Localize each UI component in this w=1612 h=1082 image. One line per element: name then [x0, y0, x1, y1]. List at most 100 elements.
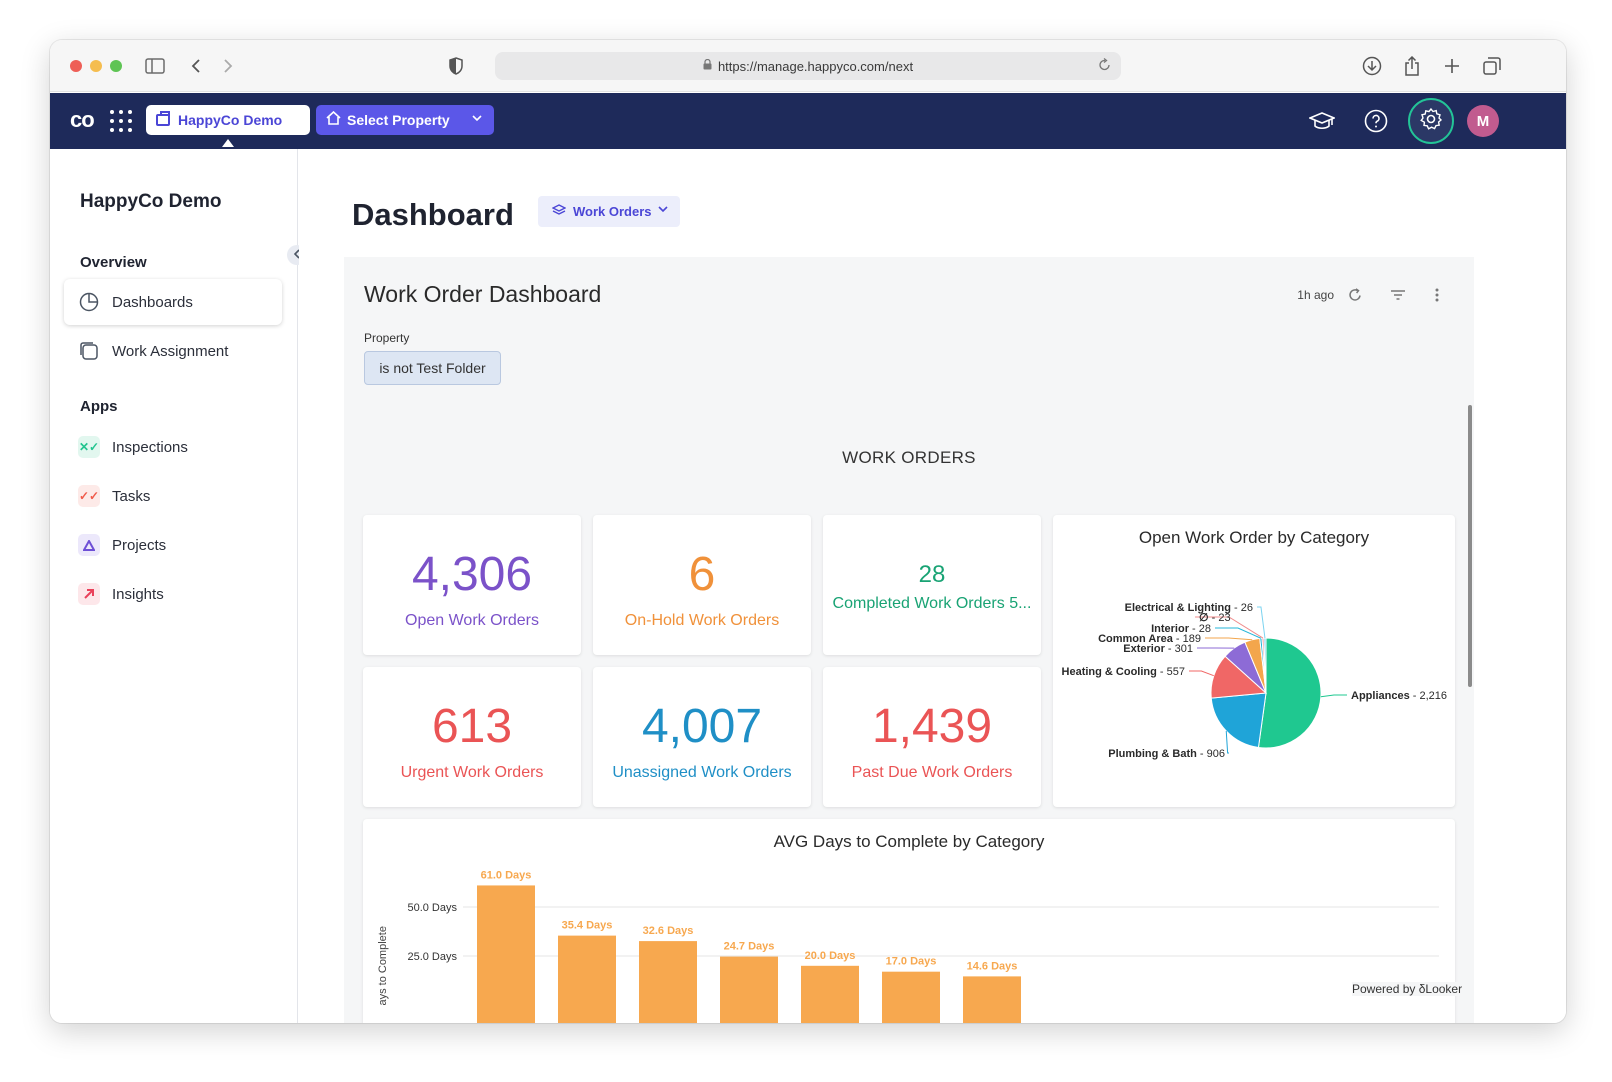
looker-brand: Looker	[1425, 982, 1463, 996]
address-bar[interactable]: https://manage.happyco.com/next	[495, 52, 1121, 80]
bar	[720, 956, 778, 1023]
bar	[477, 885, 535, 1023]
reload-icon[interactable]	[1099, 57, 1111, 74]
dashboard-title: Work Order Dashboard	[364, 281, 602, 307]
chevron-down-icon	[658, 204, 668, 216]
sidebar-item-label: Insights	[112, 585, 164, 603]
happyco-logo[interactable]: co	[70, 107, 95, 132]
pie-leader-line	[1257, 606, 1266, 639]
sidebar-item-tasks[interactable]: ✓✓ Tasks	[64, 473, 282, 519]
kpi-value: 1,439	[871, 700, 993, 753]
kpi-tile-past-due[interactable]: 1,439 Past Due Work Orders	[823, 667, 1041, 807]
org-switcher-button[interactable]: HappyCo Demo	[146, 105, 310, 135]
tab-overview-icon[interactable]	[1480, 54, 1504, 78]
kpi-label: On-Hold Work Orders	[624, 612, 780, 629]
scrollbar[interactable]	[1468, 405, 1472, 687]
sidebar-org-name: HappyCo Demo	[80, 191, 222, 212]
last-updated: 1h ago	[1297, 288, 1334, 302]
bar-chart-tile[interactable]: AVG Days to Complete by Category ays to …	[363, 819, 1455, 1023]
home-icon	[326, 110, 341, 129]
kpi-value: 4,306	[411, 548, 533, 601]
sidebar-item-insights[interactable]: Insights	[64, 571, 282, 617]
sidebar-item-label: Inspections	[112, 438, 188, 456]
pie-slice-label: Appliances - 2,216	[1351, 690, 1447, 702]
bar	[882, 971, 940, 1023]
select-property-label: Select Property	[347, 112, 450, 128]
sidebar-item-label: Tasks	[112, 487, 151, 505]
powered-by-text: Powered by	[1352, 982, 1416, 996]
dashboard-type-label: Work Orders	[573, 204, 652, 219]
y-axis-label: ays to Complete	[377, 926, 389, 1005]
filter-icon[interactable]	[1388, 285, 1408, 305]
browser-window: https://manage.happyco.com/next co Happy…	[50, 40, 1566, 1023]
kpi-tile-on-hold[interactable]: 6 On-Hold Work Orders	[593, 515, 811, 655]
property-filter-button[interactable]: is not Test Folder	[364, 351, 501, 385]
kpi-label: Open Work Orders	[405, 612, 539, 629]
share-icon[interactable]	[1400, 54, 1424, 78]
pie-chart-tile[interactable]: Open Work Order by Category Appliances -…	[1053, 515, 1455, 807]
kpi-value: 4,007	[641, 700, 763, 753]
pie-leader-line	[1320, 694, 1347, 698]
sidebar-item-label: Projects	[112, 536, 167, 554]
pie-leader-line	[1225, 730, 1229, 754]
y-tick-label: 50.0 Days	[407, 902, 457, 914]
insights-icon	[78, 583, 100, 605]
sidebar-item-dashboards[interactable]: Dashboards	[64, 279, 282, 325]
sidebar: HappyCo Demo Overview Dashboards Work As…	[50, 149, 298, 1023]
dashboard-type-dropdown[interactable]: Work Orders	[538, 196, 680, 227]
sidebar-item-inspections[interactable]: ✕✓ Inspections	[64, 424, 282, 470]
forward-icon[interactable]	[216, 54, 240, 78]
kpi-label: Unassigned Work Orders	[612, 764, 792, 781]
projects-icon	[78, 534, 100, 556]
bar	[639, 941, 697, 1023]
sidebar-section-overview: Overview	[80, 254, 147, 271]
kpi-label: Completed Work Orders 5...	[832, 595, 1032, 612]
kpi-tile-unassigned[interactable]: 4,007 Unassigned Work Orders	[593, 667, 811, 807]
kpi-tile-urgent[interactable]: 613 Urgent Work Orders	[363, 667, 581, 807]
avatar[interactable]: M	[1467, 105, 1499, 137]
pie-slice-label: Exterior - 301	[1123, 643, 1193, 655]
graduation-cap-icon[interactable]	[1307, 106, 1337, 136]
kpi-tile-completed[interactable]: 28 Completed Work Orders 5...	[823, 515, 1041, 655]
back-icon[interactable]	[184, 54, 208, 78]
app-launcher-icon[interactable]	[110, 110, 132, 132]
main-content: Dashboard Work Orders Work Order Dashboa…	[299, 149, 1566, 1023]
more-options-icon[interactable]	[1427, 285, 1447, 305]
pie-chart-icon	[78, 291, 100, 313]
sidebar-item-work-assignment[interactable]: Work Assignment	[64, 328, 282, 374]
select-property-button[interactable]: Select Property	[316, 105, 494, 135]
zoom-window-button[interactable]	[110, 60, 122, 72]
close-window-button[interactable]	[70, 60, 82, 72]
kpi-tile-open[interactable]: 4,306 Open Work Orders	[363, 515, 581, 655]
page-title: Dashboard	[352, 197, 514, 232]
downloads-icon[interactable]	[1360, 54, 1384, 78]
gear-icon	[1419, 107, 1443, 136]
settings-button[interactable]	[1408, 98, 1454, 144]
sidebar-item-projects[interactable]: Projects	[64, 522, 282, 568]
briefcase-icon	[156, 111, 170, 126]
kpi-value: 6	[688, 548, 716, 601]
inspections-icon: ✕✓	[78, 436, 100, 458]
pie-leader-line	[1189, 670, 1214, 677]
powered-by-footer: Powered by δLooker	[1352, 982, 1472, 996]
pie-slice	[1210, 692, 1267, 749]
chevron-left-icon	[293, 248, 301, 262]
pie-slice-label: ∅ - 23	[1199, 612, 1231, 624]
privacy-shield-icon[interactable]	[444, 54, 468, 78]
bar	[801, 965, 859, 1023]
kpi-label: Urgent Work Orders	[400, 764, 544, 781]
bar-value-label: 24.7 Days	[724, 941, 775, 953]
new-tab-icon[interactable]	[1440, 54, 1464, 78]
section-heading: WORK ORDERS	[842, 448, 976, 467]
sidebar-toggle-icon[interactable]	[143, 54, 167, 78]
bar-chart: ays to Complete 25.0 Days 50.0 Days 61.0 Da…	[377, 869, 1439, 1023]
minimize-window-button[interactable]	[90, 60, 102, 72]
pie-slice-label: Plumbing & Bath - 906	[1108, 748, 1225, 760]
help-icon[interactable]	[1361, 106, 1391, 136]
refresh-icon[interactable]	[1345, 285, 1365, 305]
pie-chart-title: Open Work Order by Category	[1138, 528, 1370, 547]
sidebar-section-apps: Apps	[80, 398, 118, 415]
y-tick-label: 25.0 Days	[407, 951, 457, 963]
chevron-down-icon	[472, 111, 482, 125]
bar-value-label: 14.6 Days	[967, 960, 1018, 972]
